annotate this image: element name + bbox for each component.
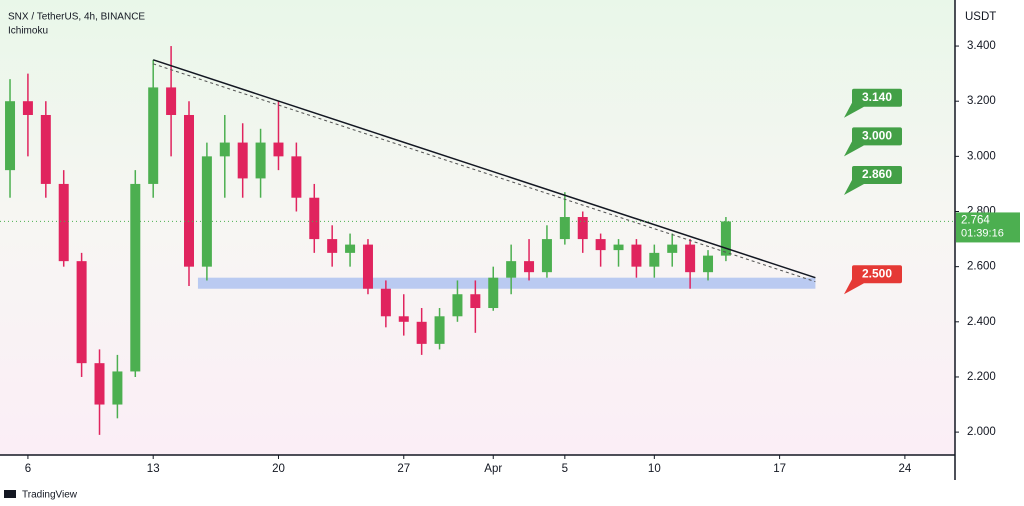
candle-body [398, 316, 409, 322]
candle-body [470, 294, 481, 309]
candle-body [416, 321, 427, 344]
candle-body [506, 261, 517, 278]
target-box [852, 88, 902, 107]
candle-body [577, 217, 588, 240]
candle-body [309, 197, 320, 240]
candle-body [559, 217, 570, 240]
candle-body [183, 114, 194, 267]
last-price-label: 2.764 [961, 214, 990, 226]
trendline-dashed [153, 63, 816, 283]
candle-body [380, 288, 391, 317]
y-tick-label: 2.000 [967, 426, 996, 438]
target-box [852, 265, 902, 284]
candle-body [703, 255, 714, 273]
candle-body [5, 101, 16, 171]
candle-body [58, 183, 69, 262]
x-tick-label: Apr [484, 463, 502, 475]
candle-body [649, 252, 660, 267]
y-tick-label: 2.400 [967, 316, 996, 328]
candle-body [148, 87, 159, 184]
x-tick-label: 27 [397, 463, 410, 475]
candle-body [362, 244, 373, 289]
target-box [852, 127, 902, 146]
indicator: Ichimoku [8, 26, 48, 37]
brand-logo [4, 490, 16, 498]
x-tick-label: 6 [25, 463, 31, 475]
candle-body [327, 239, 338, 253]
support-zone [197, 277, 816, 289]
currency: USDT [965, 11, 996, 23]
candle-body [452, 294, 463, 317]
candle-body [613, 244, 624, 251]
candle-body [667, 244, 678, 253]
candle-body [219, 142, 230, 157]
candle-body [541, 239, 552, 273]
y-tick-label: 2.600 [967, 261, 996, 273]
x-tick-label: 13 [147, 463, 160, 475]
x-tick-label: 20 [272, 463, 285, 475]
candle-body [112, 371, 123, 405]
trendline [152, 59, 816, 279]
countdown: 01:39:16 [961, 227, 1004, 239]
x-tick-label: 24 [898, 463, 911, 475]
candle-body [237, 142, 248, 179]
candle-body [273, 142, 284, 157]
y-tick-label: 2.200 [967, 371, 996, 383]
plot-area [0, 0, 955, 455]
candle-body [720, 221, 731, 256]
y-tick-label: 3.200 [967, 95, 996, 107]
brand: TradingView [22, 490, 78, 501]
last-price-tag [956, 212, 1020, 243]
candle-body [488, 277, 499, 309]
candle-body [524, 261, 535, 273]
candle-body [40, 114, 51, 184]
target-label: 3.000 [862, 129, 892, 143]
target-label: 2.860 [862, 167, 892, 181]
symbol: SNX / TetherUS, 4h, BINANCE [8, 12, 145, 23]
candle-body [631, 244, 642, 267]
candle-body [201, 156, 212, 267]
candle-body [685, 244, 696, 273]
candle-body [345, 244, 356, 253]
target-box [852, 165, 902, 184]
candle-body [130, 183, 141, 372]
target-label: 3.140 [862, 90, 892, 104]
x-tick-label: 5 [562, 463, 568, 475]
candle-body [291, 156, 302, 198]
candle-body [22, 101, 33, 115]
candle-body [434, 316, 445, 344]
candle-body [595, 239, 606, 251]
x-tick-label: 17 [773, 463, 786, 475]
candle-body [166, 87, 177, 115]
target-label: 2.500 [862, 266, 892, 280]
y-tick-label: 3.000 [967, 150, 996, 162]
y-tick-label: 3.400 [967, 40, 996, 52]
candle-body [255, 142, 266, 179]
candle-body [94, 363, 105, 405]
x-tick-label: 10 [648, 463, 661, 475]
candle-body [76, 261, 87, 364]
